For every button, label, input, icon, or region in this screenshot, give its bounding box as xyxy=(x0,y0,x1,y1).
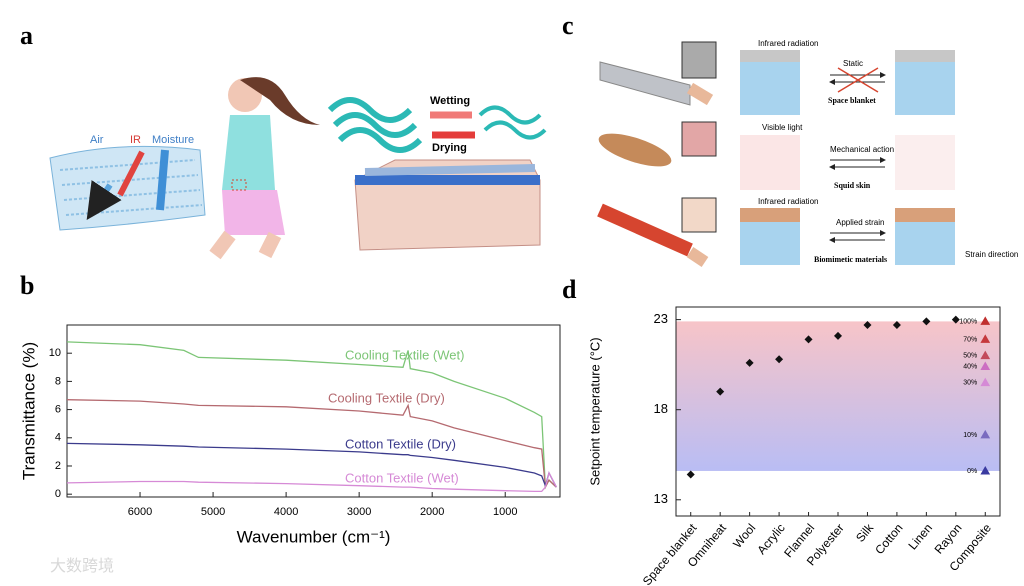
label: Moisture xyxy=(152,134,194,146)
y-tick-label: 18 xyxy=(654,401,668,416)
temperature-band xyxy=(676,321,1000,471)
label: Infrared radiation xyxy=(758,197,818,206)
y-tick-label: 2 xyxy=(55,460,61,472)
data-point xyxy=(892,321,901,330)
x-tick-label: 2000 xyxy=(420,506,444,518)
x-tick-label: 6000 xyxy=(128,506,152,518)
y-tick-label: 6 xyxy=(55,403,61,415)
label: Infrared radiation xyxy=(758,39,818,48)
y-axis-title: Setpoint temperature (°C) xyxy=(587,337,602,485)
composite-label: 0% xyxy=(967,468,977,475)
series-label: Cooling Textile (Dry) xyxy=(328,390,445,405)
x-tick-label: Wool xyxy=(730,521,758,551)
panel-a-illustration: Air IR Moisture Wetting Drying xyxy=(49,77,547,260)
label: Space blanket xyxy=(828,96,876,105)
label: Squid skin xyxy=(834,181,871,190)
y-tick-label: 23 xyxy=(654,311,668,326)
y-tick-label: 4 xyxy=(55,432,61,444)
series-label: Cotton Textile (Wet) xyxy=(345,470,459,485)
composite-marker xyxy=(980,465,991,475)
data-point xyxy=(863,321,872,330)
panel-letter: c xyxy=(562,11,574,40)
composite-label: 100% xyxy=(959,318,977,325)
data-point xyxy=(834,331,842,340)
y-tick-label: 0 xyxy=(55,488,61,500)
composite-marker xyxy=(980,429,991,439)
series-line xyxy=(66,399,557,490)
x-tick-label: 3000 xyxy=(347,506,371,518)
composite-label: 70% xyxy=(963,336,977,343)
y-tick-label: 8 xyxy=(55,375,61,387)
label: Visible light xyxy=(762,123,803,132)
label: Static xyxy=(843,59,863,68)
composite-marker xyxy=(980,334,991,343)
series-label: Cotton Textile (Dry) xyxy=(345,436,456,451)
x-tick-label: 4000 xyxy=(274,506,298,518)
panel-letter: d xyxy=(562,275,577,304)
x-tick-label: 1000 xyxy=(493,506,517,518)
watermark: 大数跨境 xyxy=(50,556,114,575)
composite-label: 40% xyxy=(963,363,977,370)
y-tick-label: 13 xyxy=(654,491,668,506)
label: Wetting xyxy=(430,95,470,107)
series-label: Cooling Textile (Wet) xyxy=(345,347,464,362)
panel-letter: b xyxy=(20,271,34,300)
label: Air xyxy=(90,134,104,146)
series-line xyxy=(66,341,557,490)
label: Strain direction xyxy=(965,250,1018,259)
composite-label: 10% xyxy=(963,432,977,439)
panel-letter: a xyxy=(20,21,33,50)
composite-label: 30% xyxy=(963,380,977,387)
label: Mechanical action xyxy=(830,145,894,154)
composite-marker xyxy=(980,361,991,370)
data-point xyxy=(951,315,960,324)
panel-c-illustration: Infrared radiation Static Space blanket … xyxy=(597,39,1018,267)
data-point xyxy=(775,355,784,364)
series-line xyxy=(66,471,557,493)
x-tick-label: 5000 xyxy=(201,506,225,518)
composite-marker xyxy=(980,377,991,387)
label: Biomimetic materials xyxy=(814,255,887,264)
label: Drying xyxy=(432,142,467,154)
plot-frame xyxy=(66,324,561,498)
composite-marker xyxy=(980,350,991,360)
label: Applied strain xyxy=(836,218,884,227)
series-line xyxy=(66,442,557,488)
x-axis-title: Wavenumber (cm⁻¹) xyxy=(237,527,391,546)
data-point xyxy=(716,387,725,396)
data-point xyxy=(686,470,695,479)
label: IR xyxy=(130,134,141,146)
data-point xyxy=(804,335,813,344)
x-tick-label: Silk xyxy=(853,520,877,545)
y-axis-title: Transmittance (%) xyxy=(19,342,38,480)
data-point xyxy=(922,317,931,326)
composite-marker xyxy=(980,316,991,325)
composite-label: 50% xyxy=(963,352,977,359)
data-point xyxy=(745,358,754,367)
y-tick-label: 10 xyxy=(49,347,61,359)
x-tick-label: Cotton xyxy=(872,521,905,557)
